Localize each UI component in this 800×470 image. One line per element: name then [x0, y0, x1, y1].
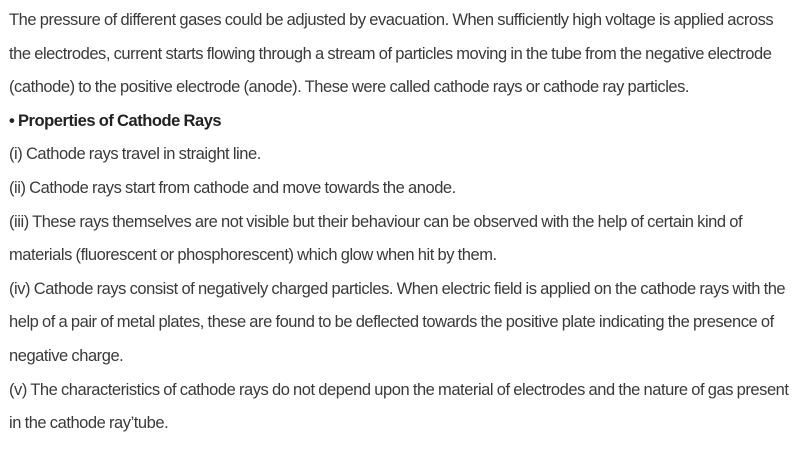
- section-heading: • Properties of Cathode Rays: [9, 111, 222, 130]
- intro-paragraph: The pressure of different gases could be…: [9, 11, 774, 97]
- property-item-5: (v) The characteristics of cathode rays …: [9, 380, 789, 433]
- property-item-3: (iii) These rays themselves are not visi…: [9, 212, 743, 265]
- property-item-4: (iv) Cathode rays consist of negatively …: [9, 279, 786, 365]
- property-item-2: (ii) Cathode rays start from cathode and…: [9, 178, 456, 197]
- property-item-1: (i) Cathode rays travel in straight line…: [9, 145, 261, 164]
